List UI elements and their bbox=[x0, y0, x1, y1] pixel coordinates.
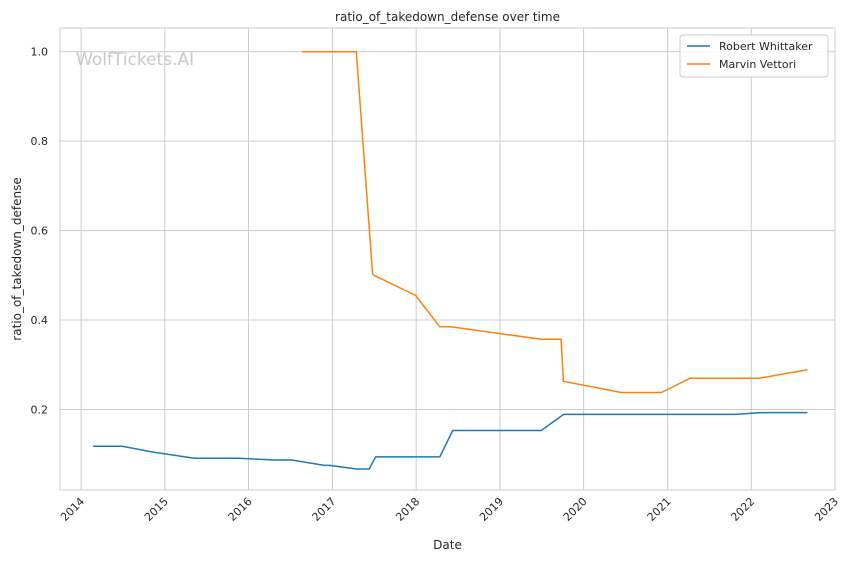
series-line-robert-whittaker bbox=[93, 411, 808, 470]
y-tick-labels: 0.2 0.4 0.6 0.8 1.0 bbox=[31, 46, 49, 417]
x-axis-label: Date bbox=[433, 538, 462, 552]
y-tick-label: 1.0 bbox=[31, 46, 49, 59]
legend-label-marvin-vettori: Marvin Vettori bbox=[719, 58, 796, 71]
y-gridlines bbox=[60, 51, 835, 410]
legend-box bbox=[679, 34, 829, 78]
y-tick-label: 0.8 bbox=[31, 135, 49, 148]
y-axis-label: ratio_of_takedown_defense bbox=[10, 177, 24, 340]
y-tick-label: 0.6 bbox=[31, 225, 49, 238]
legend: Robert Whittaker Marvin Vettori bbox=[679, 34, 829, 78]
plot-frame bbox=[59, 27, 836, 491]
series-layer bbox=[93, 50, 808, 470]
y-tick-label: 0.4 bbox=[31, 314, 49, 327]
plot-area bbox=[60, 28, 835, 490]
legend-label-robert-whittaker: Robert Whittaker bbox=[719, 40, 813, 53]
watermark: WolfTickets.AI bbox=[76, 50, 194, 70]
chart-title: ratio_of_takedown_defense over time bbox=[335, 10, 560, 24]
y-tick-label: 0.2 bbox=[31, 403, 49, 416]
series-line-marvin-vettori bbox=[301, 50, 808, 394]
